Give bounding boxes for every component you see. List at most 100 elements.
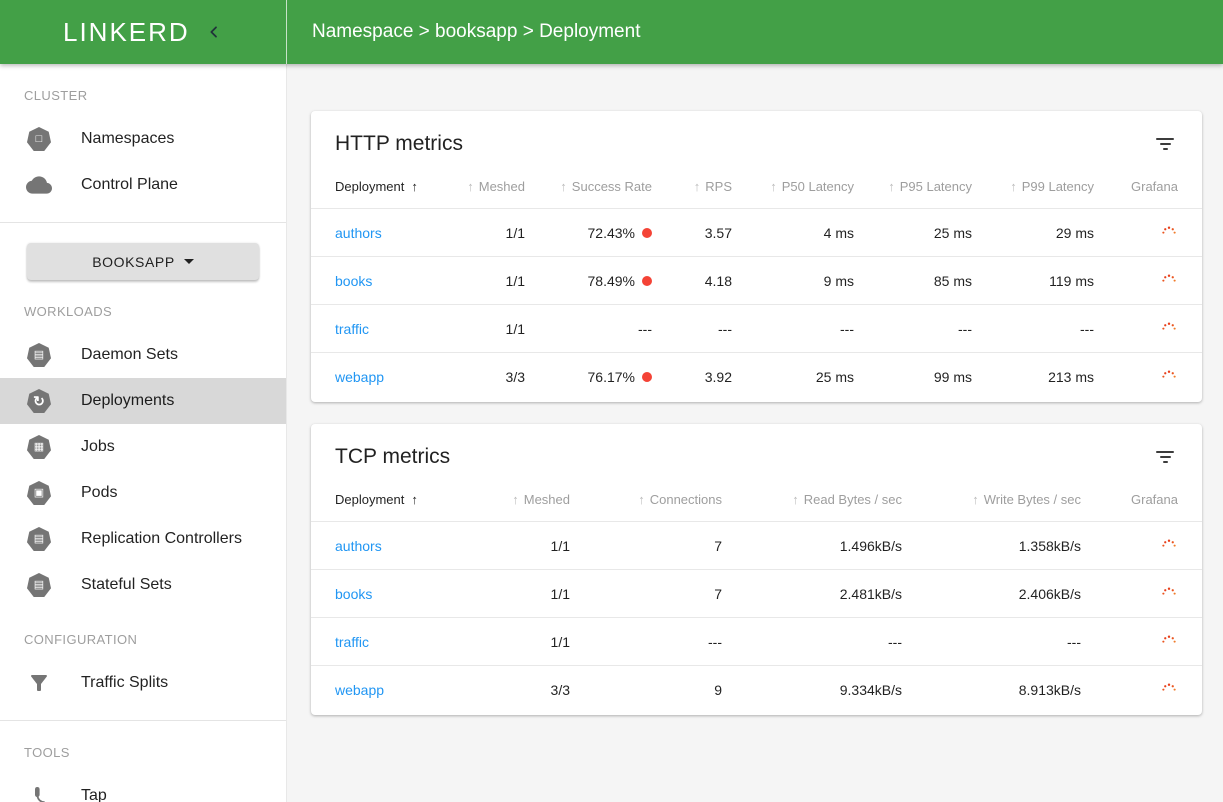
sort-icon: ↑ <box>972 491 979 507</box>
sidebar-section-configuration: CONFIGURATION Traffic Splits <box>0 608 286 706</box>
column-label: Success Rate <box>571 178 652 194</box>
status-dot-red <box>642 227 652 238</box>
rps-cell: --- <box>718 320 732 337</box>
grafana-icon[interactable] <box>1160 272 1178 290</box>
deployment-link[interactable]: books <box>335 585 373 602</box>
table-row: books 1/1 7 2.481kB/s 2.406kB/s <box>311 569 1202 617</box>
column-header-success-rate[interactable]: ↑ Success Rate <box>525 179 652 194</box>
sidebar-item-label: Replication Controllers <box>81 530 242 547</box>
column-header-meshed[interactable]: ↑ Meshed <box>435 179 525 194</box>
grafana-icon[interactable] <box>1160 368 1178 386</box>
deployments-icon: ↻ <box>26 389 52 413</box>
column-label: RPS <box>705 178 732 194</box>
read-bytes-cell: --- <box>888 633 902 650</box>
read-bytes-cell: 2.481kB/s <box>839 585 902 602</box>
deployment-link[interactable]: traffic <box>335 320 369 337</box>
p50-cell: 9 ms <box>823 272 854 289</box>
pods-icon: ▣ <box>26 481 52 505</box>
column-header-grafana: Grafana <box>1094 179 1178 194</box>
jobs-icon: ▦ <box>26 435 52 459</box>
sidebar-item-stateful-sets[interactable]: ▤ Stateful Sets <box>0 562 286 608</box>
success-rate-value: 72.43% <box>587 224 635 241</box>
http-metrics-title: HTTP metrics <box>335 132 463 155</box>
grafana-icon[interactable] <box>1160 537 1178 555</box>
read-bytes-cell: 9.334kB/s <box>839 681 902 698</box>
success-rate-cell: 78.49% <box>525 273 652 289</box>
connections-cell: 7 <box>714 585 722 602</box>
sidebar-item-deployments[interactable]: ↻ Deployments <box>0 378 286 424</box>
sidebar-item-traffic-splits[interactable]: Traffic Splits <box>0 660 286 706</box>
read-bytes-cell: 1.496kB/s <box>839 537 902 554</box>
column-header-p99-latency[interactable]: ↑ P99 Latency <box>972 179 1094 194</box>
column-header-p50-latency[interactable]: ↑ P50 Latency <box>732 179 854 194</box>
sidebar-section-tools: TOOLS Tap <box>0 721 286 802</box>
filter-icon[interactable] <box>1152 447 1178 467</box>
p95-cell: 85 ms <box>933 272 972 289</box>
p50-cell: 4 ms <box>823 224 854 241</box>
sidebar-item-label: Daemon Sets <box>81 346 178 363</box>
http-metrics-card: HTTP metrics Deployment ↑ ↑ Meshed ↑ Succes… <box>311 111 1202 402</box>
success-rate-value: 76.17% <box>587 368 635 385</box>
sidebar-item-label: Namespaces <box>81 130 175 147</box>
column-label: Meshed <box>523 491 570 507</box>
sidebar-item-namespaces[interactable]: □ Namespaces <box>0 116 286 162</box>
deployment-link[interactable]: books <box>335 272 373 289</box>
connections-cell: 7 <box>714 537 722 554</box>
sidebar-item-label: Traffic Splits <box>81 674 169 691</box>
p95-cell: --- <box>958 320 972 337</box>
sort-asc-icon: ↑ <box>411 491 418 507</box>
deployment-link[interactable]: webapp <box>335 368 385 385</box>
grafana-icon[interactable] <box>1160 681 1178 699</box>
grafana-icon[interactable] <box>1160 224 1178 242</box>
column-header-deployment[interactable]: Deployment ↑ <box>335 179 435 194</box>
column-label: Grafana <box>1131 491 1178 507</box>
sidebar-item-jobs[interactable]: ▦ Jobs <box>0 424 286 470</box>
sidebar-item-replication-controllers[interactable]: ▤ Replication Controllers <box>0 516 286 562</box>
sidebar: CLUSTER □ Namespaces Control Plane BOOKS… <box>0 64 287 802</box>
table-row: traffic 1/1 --- --- --- --- --- <box>311 304 1202 352</box>
column-header-meshed[interactable]: ↑ Meshed <box>450 492 570 507</box>
main-content: HTTP metrics Deployment ↑ ↑ Meshed ↑ Succes… <box>287 64 1223 802</box>
sidebar-item-label: Tap <box>81 787 107 802</box>
column-header-p95-latency[interactable]: ↑ P95 Latency <box>854 179 972 194</box>
dropdown-caret-icon <box>183 259 194 264</box>
sidebar-item-control-plane[interactable]: Control Plane <box>0 162 286 208</box>
rps-cell: 4.18 <box>704 272 732 289</box>
tcp-metrics-title: TCP metrics <box>335 445 451 468</box>
sidebar-section-cluster: CLUSTER □ Namespaces Control Plane <box>0 64 286 208</box>
app-bar-main: Namespace > booksapp > Deployment <box>287 0 1223 64</box>
column-label: Deployment <box>335 178 405 194</box>
tap-icon <box>26 784 52 802</box>
column-header-write-bytes[interactable]: ↑ Write Bytes / sec <box>902 492 1081 507</box>
sort-icon: ↑ <box>638 491 645 507</box>
connections-cell: 9 <box>714 681 722 698</box>
namespace-selector-button[interactable]: BOOKSAPP <box>27 243 259 280</box>
deployment-cell: books <box>335 586 450 602</box>
deployment-link[interactable]: traffic <box>335 633 369 650</box>
filter-icon[interactable] <box>1152 134 1178 154</box>
namespace-selector-label: BOOKSAPP <box>92 253 175 270</box>
sidebar-item-pods[interactable]: ▣ Pods <box>0 470 286 516</box>
grafana-icon[interactable] <box>1160 585 1178 603</box>
deployment-cell: webapp <box>335 682 450 698</box>
column-header-connections[interactable]: ↑ Connections <box>570 492 722 507</box>
funnel-icon <box>26 671 52 695</box>
section-label-cluster: CLUSTER <box>24 88 88 103</box>
column-header-rps[interactable]: ↑ RPS <box>652 179 732 194</box>
column-header-read-bytes[interactable]: ↑ Read Bytes / sec <box>722 492 902 507</box>
namespaces-icon: □ <box>26 127 52 151</box>
stateful-sets-icon: ▤ <box>26 573 52 597</box>
sidebar-item-daemon-sets[interactable]: ▤ Daemon Sets <box>0 332 286 378</box>
grafana-icon[interactable] <box>1160 633 1178 651</box>
deployment-link[interactable]: authors <box>335 537 382 554</box>
deployment-link[interactable]: authors <box>335 224 382 241</box>
tcp-table-header-row: Deployment ↑ ↑ Meshed ↑ Connections ↑ Read B… <box>311 477 1202 521</box>
sidebar-item-tap[interactable]: Tap <box>0 773 286 802</box>
grafana-icon[interactable] <box>1160 320 1178 338</box>
sidebar-collapse-button[interactable] <box>206 24 222 40</box>
column-header-deployment[interactable]: Deployment ↑ <box>335 492 450 507</box>
column-label: Write Bytes / sec <box>983 491 1081 507</box>
sort-icon: ↑ <box>693 178 701 194</box>
rps-cell: 3.57 <box>704 224 732 241</box>
deployment-link[interactable]: webapp <box>335 681 385 698</box>
